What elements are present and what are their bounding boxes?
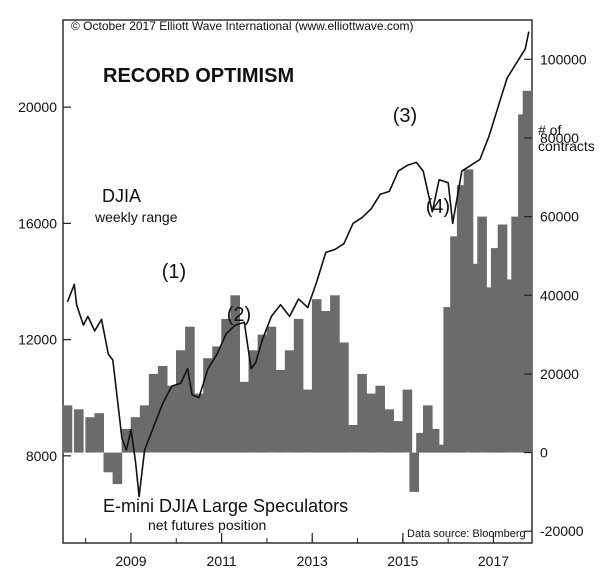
djia-label: DJIA: [102, 186, 141, 206]
speculators-bar: [239, 381, 249, 453]
speculators-bar: [450, 236, 460, 453]
speculators-bar: [456, 185, 467, 453]
speculators-bar: [463, 169, 474, 453]
wave-label: (4): [426, 196, 450, 218]
contracts-unit-line: contracts: [538, 138, 595, 154]
speculators-bar: [436, 444, 447, 453]
speculators-bar: [302, 389, 313, 453]
speculators-bar: [423, 405, 433, 453]
speculators-bar: [443, 307, 453, 453]
speculators-bar: [185, 326, 195, 453]
speculators-bar: [130, 417, 141, 453]
x-tick-label: 2011: [207, 553, 237, 569]
contracts-y-tick-label: 20000: [540, 366, 579, 382]
speculators-bar: [266, 326, 277, 453]
speculators-bar: [94, 413, 104, 453]
speculators-bar: [203, 358, 213, 453]
speculators-bar: [103, 452, 114, 473]
speculators-bar: [121, 429, 132, 453]
speculators-bar: [62, 405, 73, 453]
speculators-bar: [339, 342, 349, 453]
djia-weekly-line: [66, 31, 530, 498]
speculators-bar: [176, 350, 186, 453]
speculators-bar: [248, 350, 259, 453]
speculators-bars: [62, 90, 533, 492]
speculators-bar: [504, 279, 515, 453]
speculators-bar: [257, 334, 268, 453]
djia-y-tick-label: 8000: [26, 448, 57, 464]
speculators-bar: [74, 409, 84, 453]
x-tick-label: 2009: [115, 553, 146, 569]
speculators-bar: [522, 90, 533, 453]
speculators-bar: [112, 452, 123, 485]
speculators-bar: [497, 224, 508, 453]
djia-line: [66, 31, 530, 498]
djia-y-tick-label: 12000: [18, 332, 57, 348]
speculators-bar: [157, 366, 168, 453]
speculators-bar: [484, 287, 494, 453]
speculators-bar: [148, 373, 159, 453]
speculators-bar: [416, 432, 426, 453]
speculators-bar: [384, 409, 394, 453]
speculators-bar: [221, 318, 231, 453]
contracts-y-tick-label: 40000: [540, 287, 579, 303]
speculators-bar: [330, 295, 340, 453]
speculators-bar: [275, 370, 286, 453]
speculators-bar: [293, 318, 304, 453]
speculators-bar: [85, 417, 95, 453]
speculators-bar: [429, 429, 440, 453]
wave-annotations: (1) (2) (3) (4): [162, 105, 450, 326]
speculators-bar: [139, 405, 150, 453]
speculators-bar: [311, 299, 322, 453]
contracts-unit-line: # of: [538, 122, 561, 138]
wave-label: (1): [162, 261, 186, 283]
wave-label: (2): [227, 304, 251, 326]
axis-labels: 8000 12000 16000 20000 -20000 0 20000 40000 6000…: [18, 51, 587, 569]
djia-y-tick-label: 16000: [18, 215, 57, 231]
speculators-bar: [402, 389, 413, 453]
speculators-bar: [357, 373, 367, 453]
speculators-bar: [212, 346, 222, 453]
speculators-bar: [366, 393, 376, 453]
contracts-y-tick-label: 80000: [540, 130, 579, 146]
speculators-bar: [375, 385, 385, 453]
contracts-y-tick-label: 0: [540, 445, 548, 461]
contracts-y-tick-label: -20000: [540, 523, 584, 539]
x-tick-label: 2013: [297, 553, 328, 569]
copyright-text: © October 2017 Elliott Wave Internationa…: [71, 19, 414, 33]
speculators-bar: [348, 425, 358, 453]
djia-sublabel: weekly range: [94, 209, 178, 225]
speculators-bar: [321, 311, 331, 453]
wave-label: (3): [393, 105, 417, 127]
speculators-bar: [393, 421, 404, 453]
speculators-bar: [194, 393, 204, 453]
chart-title: RECORD OPTIMISM: [103, 65, 294, 87]
speculators-bar: [284, 350, 295, 453]
axis-ticks: [63, 58, 532, 543]
speculators-bar: [409, 452, 419, 492]
contracts-unit-label: # of contracts: [538, 122, 595, 154]
speculators-bar: [477, 216, 487, 453]
data-source: Data source: Bloomberg: [407, 528, 526, 540]
speculators-bar: [511, 216, 521, 453]
contracts-y-tick-label: 100000: [540, 51, 587, 67]
djia-y-tick-label: 20000: [18, 99, 57, 115]
x-tick-label: 2017: [478, 553, 509, 569]
speculators-bar: [470, 263, 481, 453]
contracts-y-tick-label: 60000: [540, 209, 579, 225]
speculators-bar: [230, 295, 240, 453]
speculators-bar: [490, 248, 501, 453]
speculators-label: E-mini DJIA Large Speculators: [103, 496, 348, 516]
x-tick-label: 2015: [387, 553, 418, 569]
speculators-bar: [166, 385, 177, 453]
speculators-sublabel: net futures position: [148, 517, 266, 533]
